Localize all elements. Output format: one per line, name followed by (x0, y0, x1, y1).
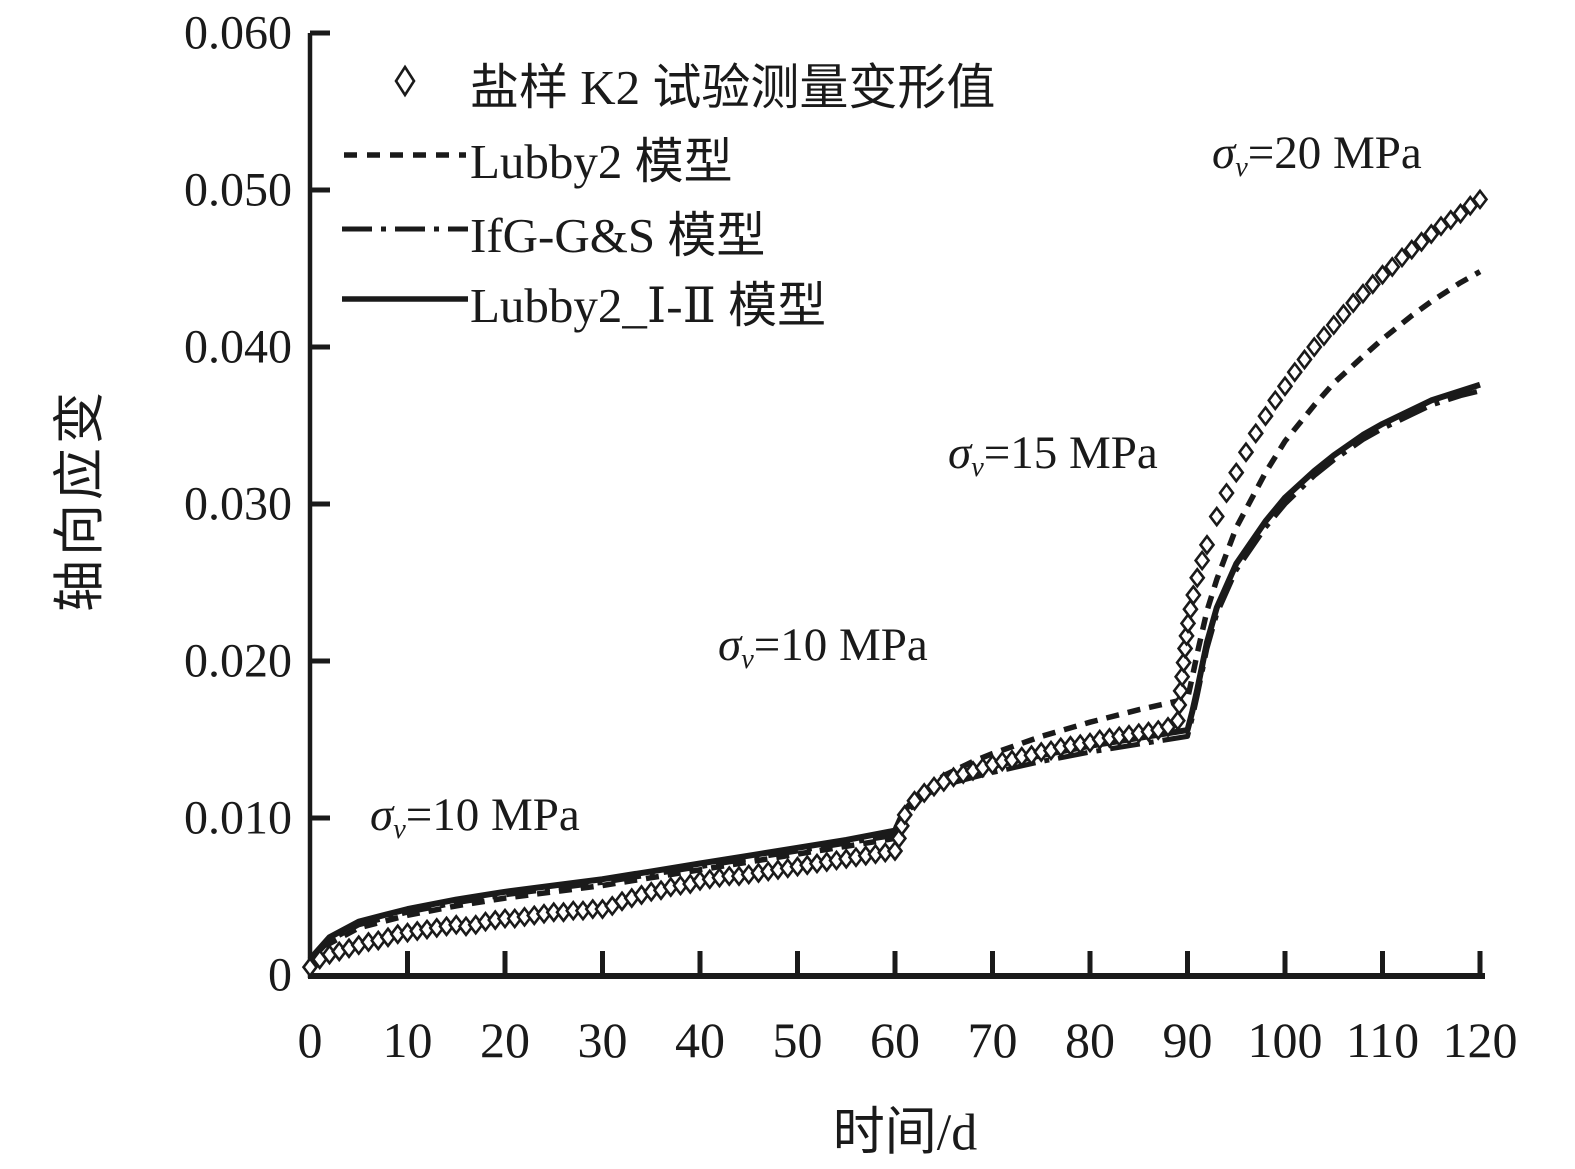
x-tick-label: 50 (773, 1012, 823, 1068)
data-point-diamond (1354, 282, 1372, 305)
data-point-diamond (1286, 361, 1303, 383)
y-tick-label: 0.020 (184, 635, 292, 688)
legend-item-label: IfG-G&S 模型 (470, 208, 766, 263)
data-point-diamond (1169, 710, 1186, 732)
data-point-diamond (1185, 584, 1202, 606)
x-tick-label: 40 (675, 1012, 725, 1068)
x-tick-label: 10 (383, 1012, 433, 1068)
y-tick-label: 0.010 (184, 792, 292, 845)
legend-item-lubby2: Lubby2 模型 (340, 122, 733, 193)
x-axis-title: 时间/d (832, 1104, 978, 1162)
data-point-diamond (1198, 534, 1216, 556)
data-point-diamond (1393, 246, 1411, 269)
data-point-diamond (1413, 231, 1430, 253)
data-point-diamond (1193, 549, 1211, 572)
data-point-diamond (1208, 505, 1225, 528)
x-tick-label: 110 (1346, 1012, 1419, 1068)
data-point-diamond (1218, 482, 1235, 504)
data-point-diamond (1257, 405, 1274, 427)
legend-item-label: Lubby2_Ⅰ-Ⅱ 模型 (470, 278, 827, 333)
legend-item-ifg-gs: IfG-G&S 模型 (340, 196, 765, 267)
y-tick-label: 0.030 (184, 478, 292, 531)
data-point-diamond (1306, 336, 1323, 358)
y-axis-title: 轴向应变 (52, 387, 110, 613)
x-tick-label: 0 (298, 1012, 323, 1068)
data-point-diamond (1237, 441, 1255, 463)
data-point-diamond (1315, 325, 1333, 347)
y-tick-label: 0.050 (184, 164, 292, 217)
annotation-sigma-20mpa: σv=20 MPa (1212, 127, 1422, 183)
data-point-diamond (1335, 303, 1352, 325)
legend-item-label: Lubby2 模型 (470, 134, 733, 189)
data-point-diamond (1267, 389, 1284, 412)
data-point-diamond (1228, 461, 1245, 484)
y-tick-label: 0.060 (184, 7, 292, 60)
data-point-diamond (1276, 375, 1294, 397)
annotation-sigma-10mpa-stage1: σv=10 MPa (370, 789, 580, 845)
data-point-diamond (1374, 264, 1391, 286)
x-tick-label: 30 (578, 1012, 628, 1068)
data-point-diamond (1364, 273, 1381, 295)
series-dashdot-line (308, 388, 1481, 963)
data-point-diamond (1325, 314, 1342, 336)
data-point-diamond (1171, 694, 1188, 716)
annotation-sigma-15mpa: σv=15 MPa (948, 427, 1158, 483)
x-tick-label: 80 (1065, 1012, 1115, 1068)
data-point-diamond (1403, 239, 1420, 261)
annotation-sigma-10mpa-stage2: σv=10 MPa (718, 619, 928, 675)
data-point-diamond (301, 956, 319, 978)
data-point-diamond (1471, 188, 1489, 211)
data-point-diamond (1384, 256, 1401, 278)
data-point-diamond (906, 790, 923, 812)
x-tick-label: 90 (1163, 1012, 1213, 1068)
y-tick-label: 0 (268, 949, 292, 1002)
dashdot-line-icon (340, 211, 470, 252)
data-point-diamond (448, 914, 465, 936)
open-diamond-icon (340, 63, 470, 104)
data-point-diamond (1189, 567, 1206, 589)
data-point-diamond (896, 804, 913, 826)
data-point-diamond (1174, 666, 1191, 688)
data-point-diamond (1247, 422, 1264, 444)
x-tick-label: 120 (1443, 1012, 1518, 1068)
legend-item-label: 盐样 K2 试验测量变形值 (470, 60, 996, 115)
data-point-diamond (1172, 680, 1189, 702)
solid-line-icon (340, 281, 470, 322)
data-point-diamond (1175, 651, 1192, 674)
data-point-diamond (1179, 612, 1197, 634)
legend-item-lubby2-i-ii: Lubby2_Ⅰ-Ⅱ 模型 (340, 266, 826, 337)
data-point-diamond (1178, 625, 1195, 647)
legend-item-experimental: 盐样 K2 试验测量变形值 (340, 48, 995, 119)
data-point-diamond (1345, 292, 1362, 314)
data-point-diamond (1452, 202, 1469, 225)
data-point-diamond (1423, 223, 1440, 245)
data-point-diamond (1296, 348, 1313, 371)
data-point-diamond (1182, 598, 1199, 620)
y-tick-label: 0.040 (184, 321, 292, 374)
data-point-diamond (1176, 637, 1194, 660)
x-tick-label: 100 (1248, 1012, 1323, 1068)
x-tick-label: 20 (480, 1012, 530, 1068)
dashed-line-icon (340, 137, 470, 178)
x-tick-label: 60 (870, 1012, 920, 1068)
x-tick-label: 70 (968, 1012, 1018, 1068)
